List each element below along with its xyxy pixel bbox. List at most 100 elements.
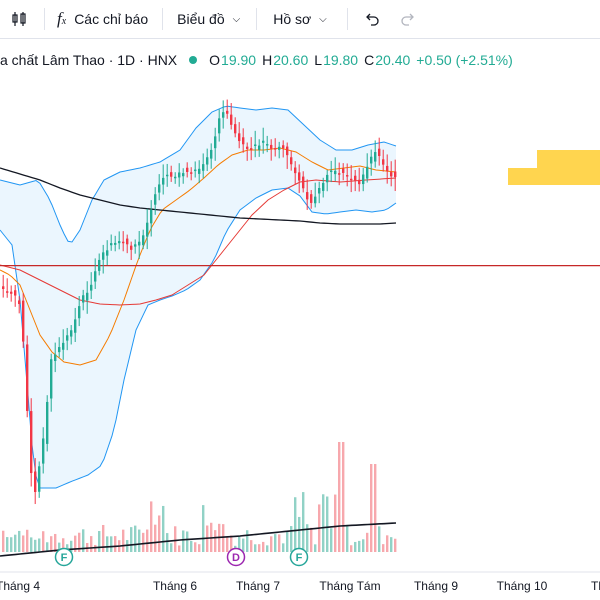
candles-icon[interactable]	[0, 0, 38, 38]
candle-body	[354, 175, 357, 181]
high-value: 20.60	[273, 52, 309, 68]
x-tick-label: Tháng 10	[497, 579, 548, 593]
candle-body	[274, 148, 277, 150]
candle-body	[30, 411, 33, 474]
candle-body	[222, 112, 225, 118]
indicators-button[interactable]: fx Các chỉ báo	[51, 0, 156, 38]
chevron-down-icon: ⌵	[232, 13, 241, 25]
toolbar-divider	[162, 8, 164, 30]
candle-body	[110, 243, 113, 246]
candle-body	[258, 145, 261, 150]
candle-body	[290, 157, 293, 165]
candle-body	[230, 114, 233, 125]
candle-body	[6, 291, 9, 293]
candle-body	[238, 133, 241, 142]
volume-bar	[214, 530, 217, 552]
candle-body	[254, 144, 257, 147]
volume-bar	[142, 532, 145, 552]
volume-bar	[310, 527, 313, 552]
event-marker-label: D	[232, 552, 240, 564]
undo-icon[interactable]	[354, 0, 390, 38]
candle-body	[338, 173, 341, 175]
volume-bar	[190, 540, 193, 552]
volume-bar	[342, 442, 345, 552]
candle-body	[278, 146, 281, 150]
candle-body	[386, 165, 389, 172]
volume-bar	[134, 525, 137, 552]
candle-body	[78, 306, 81, 319]
function-icon: fx	[57, 9, 67, 28]
volume-bar	[62, 538, 65, 552]
candle-body	[250, 148, 253, 150]
candle-body	[102, 252, 105, 260]
volume-bar	[266, 545, 269, 552]
symbol-title[interactable]: a chất Lâm Thao · 1D · HNX	[0, 52, 178, 68]
redo-icon[interactable]	[390, 0, 426, 38]
candle-body	[46, 401, 49, 444]
volume-bar	[326, 496, 329, 552]
candle-body	[394, 171, 397, 178]
volume-bar	[370, 464, 373, 552]
candle-body	[62, 342, 65, 350]
profile-button[interactable]: Hồ sơ ⌵	[263, 0, 341, 38]
candle-body	[26, 344, 29, 411]
event-marker	[289, 547, 309, 567]
candle-body	[82, 295, 85, 303]
candle-body	[374, 152, 377, 162]
volume-bar	[362, 539, 365, 552]
candle-body	[162, 177, 165, 185]
volume-bar	[350, 545, 353, 552]
volume-bar	[102, 524, 105, 552]
volume-bar	[18, 530, 21, 552]
volume-bar	[46, 542, 49, 552]
volume-bar	[50, 536, 53, 552]
candle-body	[322, 182, 325, 191]
candle-body	[134, 244, 137, 247]
candle-body	[18, 300, 21, 304]
volume-bar	[150, 501, 153, 552]
volume-bar	[2, 530, 5, 552]
candle-body	[142, 235, 145, 246]
volume-bar	[186, 531, 189, 552]
candle-body	[358, 179, 361, 185]
low-label: L	[314, 52, 323, 68]
volume-bar	[178, 545, 181, 552]
candle-body	[66, 335, 69, 341]
volume-bar	[162, 505, 165, 552]
volume-bar	[306, 524, 309, 552]
volume-bar	[246, 530, 249, 552]
volume-bar	[42, 531, 45, 552]
candle-body	[146, 222, 149, 237]
volume-bar	[154, 524, 157, 552]
close-value: 20.40	[375, 52, 411, 68]
candle-body	[106, 250, 109, 256]
candle-body	[114, 242, 117, 245]
candle-body	[34, 471, 37, 493]
volume-bar	[338, 442, 341, 552]
candle-body	[42, 438, 45, 464]
candle-body	[90, 284, 93, 291]
high-label: H	[262, 52, 273, 68]
candle-body	[70, 330, 73, 337]
candle-body	[378, 148, 381, 157]
event-marker	[54, 547, 74, 567]
candle-body	[298, 172, 301, 181]
volume-bar	[314, 544, 317, 552]
candle-body	[326, 174, 329, 183]
bollinger-fill	[0, 106, 396, 489]
x-tick-label: Th	[591, 579, 600, 593]
chart-type-button[interactable]: Biểu đồ ⌵	[169, 0, 250, 38]
series-legend: a chất Lâm Thao · 1D · HNX O 19.90 H 20.60…	[0, 48, 519, 72]
volume-bar	[286, 531, 289, 552]
candle-body	[294, 167, 297, 174]
volume-bar	[258, 544, 261, 552]
volume-bar	[334, 494, 337, 552]
candle-body	[10, 291, 13, 294]
volume-bar	[74, 535, 77, 552]
volume-bar	[274, 534, 277, 552]
candle-body	[330, 170, 333, 173]
candle-body	[58, 347, 61, 353]
candle-body	[350, 178, 353, 181]
x-tick-label: Tháng 7	[236, 579, 280, 593]
